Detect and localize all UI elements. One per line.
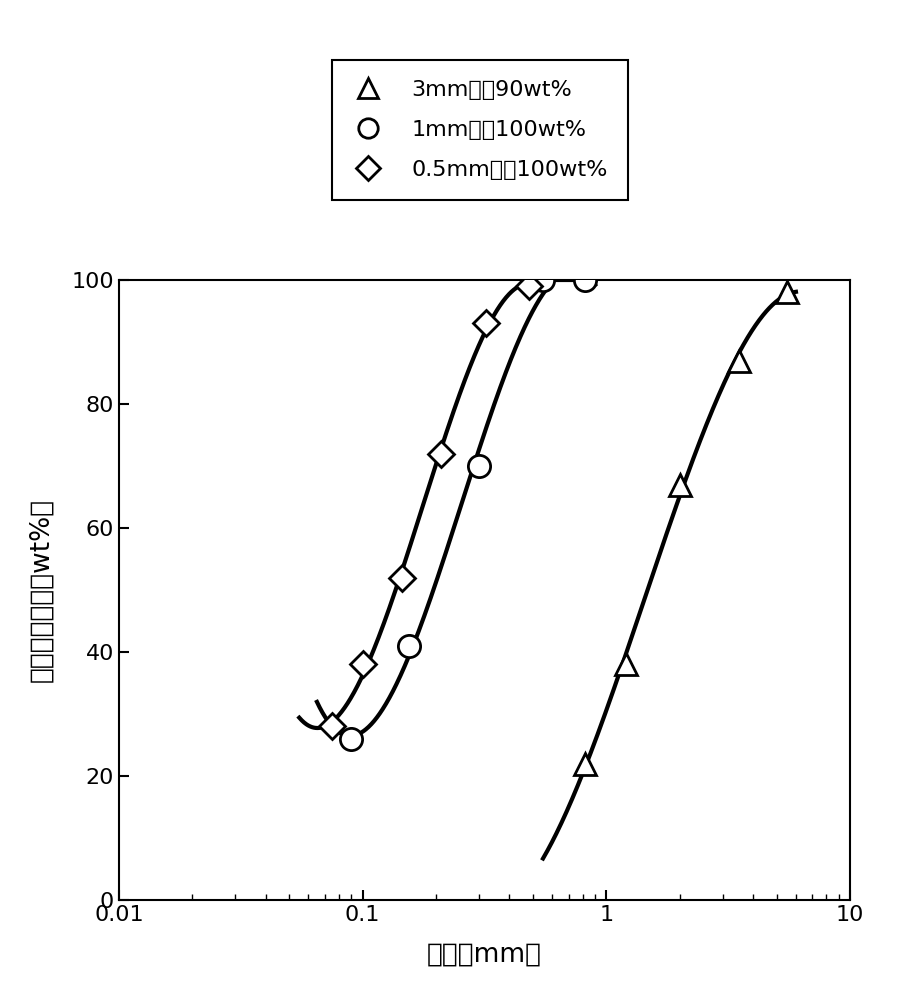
- X-axis label: 粒径［mm］: 粒径［mm］: [427, 942, 542, 968]
- Y-axis label: 比例（累積）［wt%］: 比例（累積）［wt%］: [28, 498, 55, 682]
- Legend: 3mm以下90wt%, 1mm以下100wt%, 0.5mm以下100wt%: 3mm以下90wt%, 1mm以下100wt%, 0.5mm以下100wt%: [332, 60, 628, 200]
